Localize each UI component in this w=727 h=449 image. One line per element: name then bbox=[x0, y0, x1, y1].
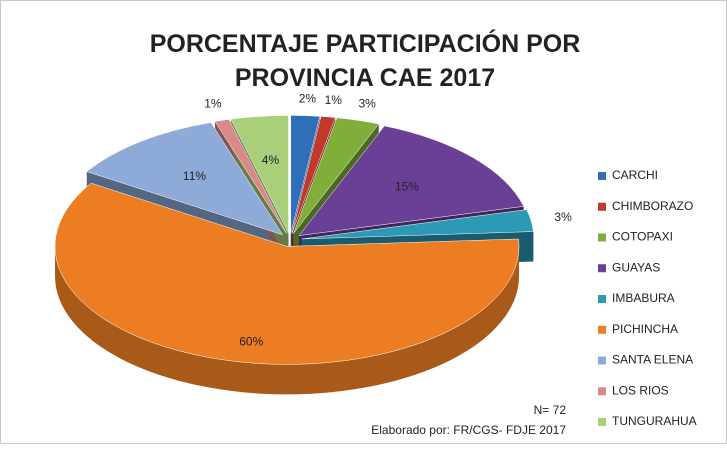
data-label: 1% bbox=[204, 97, 222, 111]
data-label: 4% bbox=[262, 153, 280, 167]
legend-label: SANTA ELENA bbox=[612, 353, 693, 367]
data-label: 15% bbox=[395, 179, 419, 193]
legend-label: LOS RIOS bbox=[612, 383, 669, 397]
legend-label: PICHINCHA bbox=[612, 322, 678, 336]
legend-swatch bbox=[598, 387, 606, 396]
legend-swatch bbox=[598, 202, 606, 211]
legend-swatch bbox=[598, 264, 606, 273]
slice bbox=[54, 182, 520, 365]
legend-label: CHIMBORAZO bbox=[612, 199, 693, 213]
slice bbox=[86, 122, 284, 236]
legend-label: GUAYAS bbox=[612, 260, 660, 274]
legend-swatch bbox=[598, 325, 606, 334]
slice bbox=[290, 115, 321, 234]
slice bbox=[230, 115, 289, 234]
pie bbox=[54, 115, 534, 395]
data-label: 1% bbox=[325, 93, 343, 107]
annotation: N= 72 bbox=[534, 403, 567, 417]
data-label: 60% bbox=[239, 334, 263, 348]
legend-swatch bbox=[598, 233, 606, 242]
data-label: 2% bbox=[299, 91, 317, 105]
slice bbox=[301, 209, 534, 240]
chart-title: PORCENTAJE PARTICIPACIÓN POR PROVINCIA CA… bbox=[150, 28, 581, 92]
slice bbox=[291, 116, 336, 234]
legend-label: IMBABURA bbox=[612, 291, 675, 305]
data-label: 11% bbox=[183, 169, 206, 183]
slice-wall bbox=[55, 246, 520, 395]
legend-swatch bbox=[598, 295, 606, 303]
legend-swatch bbox=[598, 418, 606, 426]
legend-swatch bbox=[598, 356, 606, 365]
slice bbox=[293, 117, 380, 234]
legend-label: COTOPAXI bbox=[612, 230, 673, 244]
legend-label: TUNGURAHUA bbox=[612, 414, 697, 428]
legend-label: CARCHI bbox=[612, 168, 658, 182]
slice bbox=[298, 125, 525, 236]
slice bbox=[214, 119, 287, 234]
pie-tops bbox=[54, 115, 534, 365]
legend-swatch bbox=[598, 172, 606, 180]
annotation: Elaborado por: FR/CGS- FDJE 2017 bbox=[371, 423, 566, 437]
data-label: 3% bbox=[358, 97, 376, 111]
data-label: 3% bbox=[554, 210, 572, 224]
